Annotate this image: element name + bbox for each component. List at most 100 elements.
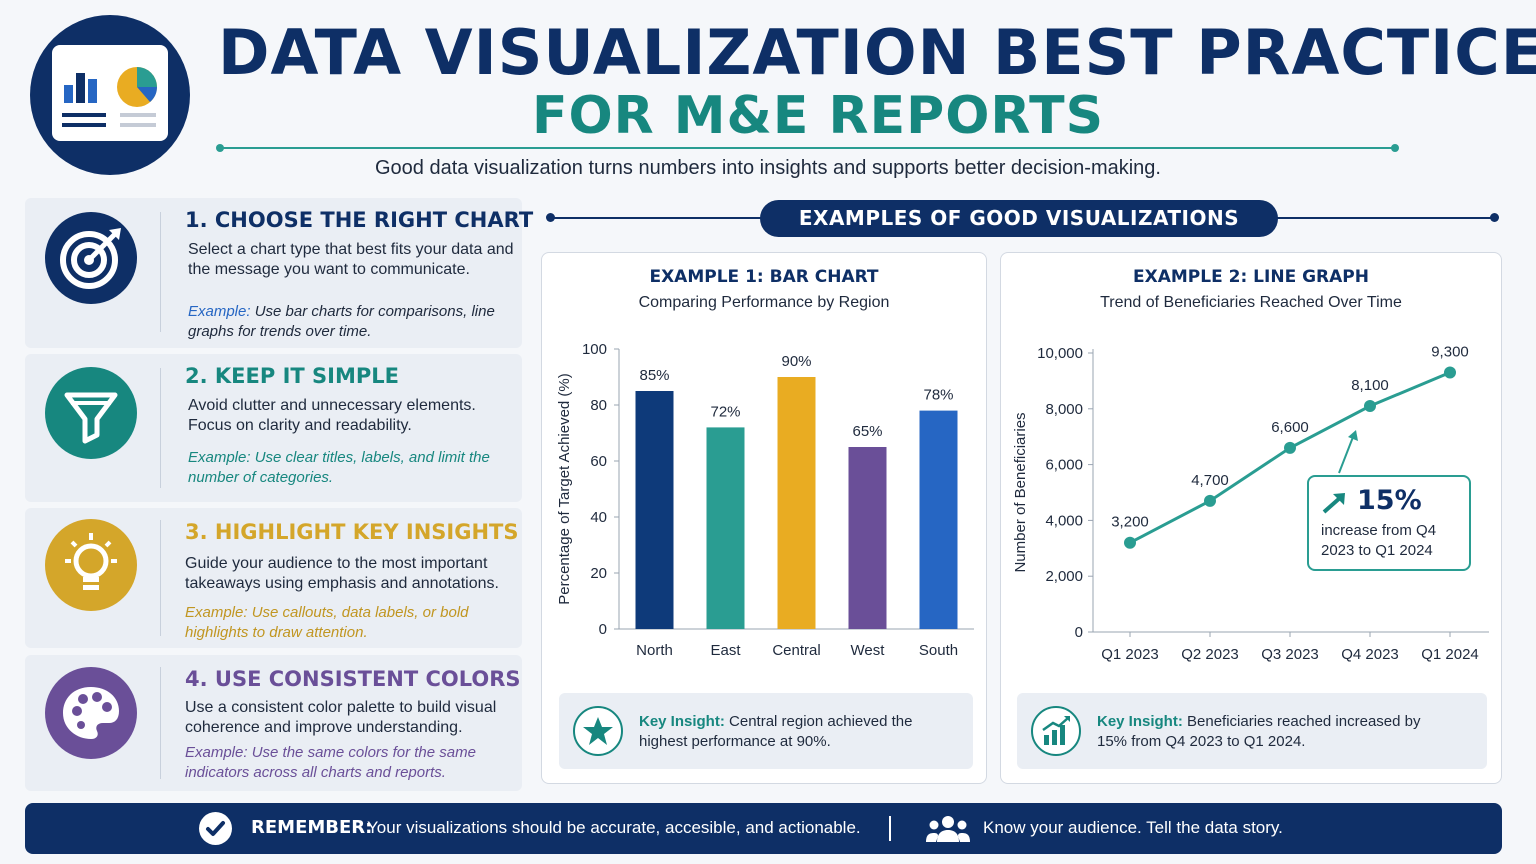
y-tick-label: 4,000 (1045, 512, 1083, 529)
bar-data-label: 85% (639, 367, 669, 384)
dashboard-report-icon (52, 45, 168, 141)
bar-east (706, 427, 745, 629)
y-tick-label: 40 (590, 509, 607, 526)
insight-box: Key Insight: Beneficiaries reached incre… (1017, 693, 1487, 769)
bar-chart: 0 20 40 60 80 100 Percentage of Target Achieve… (556, 341, 974, 659)
callout-text: increase from Q4 2023 to Q1 2024 (1321, 522, 1437, 559)
callout-arrow (1338, 436, 1354, 474)
x-tick-label: West (851, 642, 886, 659)
x-tick-label: Q1 2023 (1101, 646, 1159, 663)
x-tick-label: Q2 2023 (1181, 646, 1239, 663)
star-icon (573, 706, 623, 756)
data-point (1284, 441, 1296, 454)
x-tick-label: North (636, 642, 673, 659)
people-icon (925, 814, 971, 844)
callout-value: 15% (1357, 485, 1422, 516)
bar-chart-panel: EXAMPLE 1: BAR CHART Comparing Performan… (541, 252, 987, 784)
practice-title: 3. HIGHLIGHT KEY INSIGHTS (185, 520, 519, 544)
bar-north (635, 391, 674, 629)
practice-example: Example: Use the same colors for the sam… (185, 744, 476, 781)
data-point (1444, 366, 1456, 379)
practice-body: Avoid clutter and unnecessary elements. … (188, 397, 476, 434)
footer-label: REMEMBER: (251, 817, 373, 838)
y-tick-label: 0 (599, 621, 607, 638)
bar-data-label: 78% (923, 387, 953, 404)
point-data-label: 3,200 (1111, 514, 1149, 531)
bar-central (777, 377, 816, 629)
bar-data-label: 90% (781, 353, 811, 370)
chart-subtitle: Comparing Performance by Region (638, 294, 890, 311)
callout-arrowhead (1348, 430, 1358, 441)
point-data-label: 4,700 (1191, 472, 1229, 489)
y-tick-label: 10,000 (1037, 345, 1083, 362)
x-tick-label: Q1 2024 (1421, 646, 1479, 663)
practice-card-3: 3. HIGHLIGHT KEY INSIGHTS Guide your aud… (25, 508, 522, 648)
section-line-right (1276, 217, 1494, 219)
y-tick-label: 2,000 (1045, 568, 1083, 585)
insight-text: Key Insight: Central region achieved the… (639, 713, 913, 750)
y-axis-label: Number of Beneficiaries (1012, 412, 1029, 572)
checkmark-icon (199, 812, 232, 845)
practice-title: 1. CHOOSE THE RIGHT CHART (185, 208, 534, 232)
target-icon (45, 212, 137, 304)
chart-subtitle: Trend of Beneficiaries Reached Over Time (1100, 294, 1402, 311)
point-data-label: 8,100 (1351, 377, 1389, 394)
practice-body: Select a chart type that best fits your … (188, 241, 514, 278)
bar-data-label: 65% (852, 423, 882, 440)
palette-icon (45, 667, 137, 759)
footer-banner: REMEMBER: Your visualizations should be … (25, 803, 1502, 854)
footer-text: Your visualizations should be accurate, … (367, 818, 861, 837)
footer-text-2: Know your audience. Tell the data story. (983, 818, 1283, 837)
practice-title: 2. KEEP IT SIMPLE (185, 364, 399, 388)
chart-title: EXAMPLE 1: BAR CHART (649, 267, 879, 287)
point-data-label: 9,300 (1431, 344, 1469, 361)
x-tick-label: Q3 2023 (1261, 646, 1319, 663)
trend-up-icon (1322, 493, 1345, 514)
line-chart: 0 2,000 4,000 6,000 8,000 10,000 Number of Ben… (1012, 344, 1489, 663)
practice-card-2: 2. KEEP IT SIMPLE Avoid clutter and unne… (25, 354, 522, 502)
page-subtitle: FOR M&E REPORTS (531, 86, 1105, 146)
underline-dot-right (1391, 144, 1399, 152)
funnel-icon (45, 367, 137, 459)
practice-body: Guide your audience to the most importan… (185, 555, 499, 592)
logo-badge (30, 15, 190, 175)
practice-title: 4. USE CONSISTENT COLORS (185, 667, 521, 691)
data-point (1124, 536, 1136, 549)
tagline: Good data visualization turns numbers in… (375, 157, 1161, 179)
section-line-left (550, 217, 762, 219)
bar-west (848, 447, 887, 629)
practice-body: Use a consistent color palette to build … (185, 699, 497, 736)
practice-card-1: 1. CHOOSE THE RIGHT CHART Select a chart… (25, 198, 533, 348)
y-tick-label: 6,000 (1045, 457, 1083, 474)
data-point (1204, 494, 1216, 507)
footer-divider (889, 816, 891, 841)
x-tick-label: East (710, 642, 741, 659)
underline-dot-left (216, 144, 224, 152)
y-tick-label: 100 (582, 341, 607, 358)
chart-title: EXAMPLE 2: LINE GRAPH (1133, 267, 1369, 287)
practice-example: Example: Use callouts, data labels, or b… (185, 604, 469, 641)
lightbulb-icon (45, 519, 137, 611)
bar-south (919, 410, 958, 629)
bar-data-label: 72% (710, 403, 740, 420)
practice-example: Example: Use clear titles, labels, and l… (188, 449, 490, 486)
x-tick-label: South (919, 642, 958, 659)
x-tick-label: Central (772, 642, 820, 659)
growth-callout: 15% increase from Q4 2023 to Q1 2024 (1307, 475, 1471, 571)
data-point (1364, 400, 1376, 413)
section-dot-right (1490, 213, 1499, 222)
point-data-label: 6,600 (1271, 419, 1309, 436)
insight-text: Key Insight: Beneficiaries reached incre… (1097, 713, 1421, 750)
insight-box: Key Insight: Central region achieved the… (559, 693, 973, 769)
examples-header: EXAMPLES OF GOOD VISUALIZATIONS (760, 200, 1278, 237)
line-chart-panel: EXAMPLE 2: LINE GRAPH Trend of Beneficia… (1000, 252, 1502, 784)
practice-example: Example: Use bar charts for comparisons,… (188, 303, 495, 340)
y-tick-label: 20 (590, 565, 607, 582)
bar-growth-icon (1031, 706, 1081, 756)
page-title: DATA VISUALIZATION BEST PRACTICES (218, 16, 1536, 89)
y-tick-label: 0 (1075, 624, 1083, 641)
y-tick-label: 8,000 (1045, 401, 1083, 418)
y-tick-label: 80 (590, 397, 607, 414)
title-underline (220, 147, 1395, 149)
practice-card-4: 4. USE CONSISTENT COLORS Use a consisten… (25, 655, 522, 791)
